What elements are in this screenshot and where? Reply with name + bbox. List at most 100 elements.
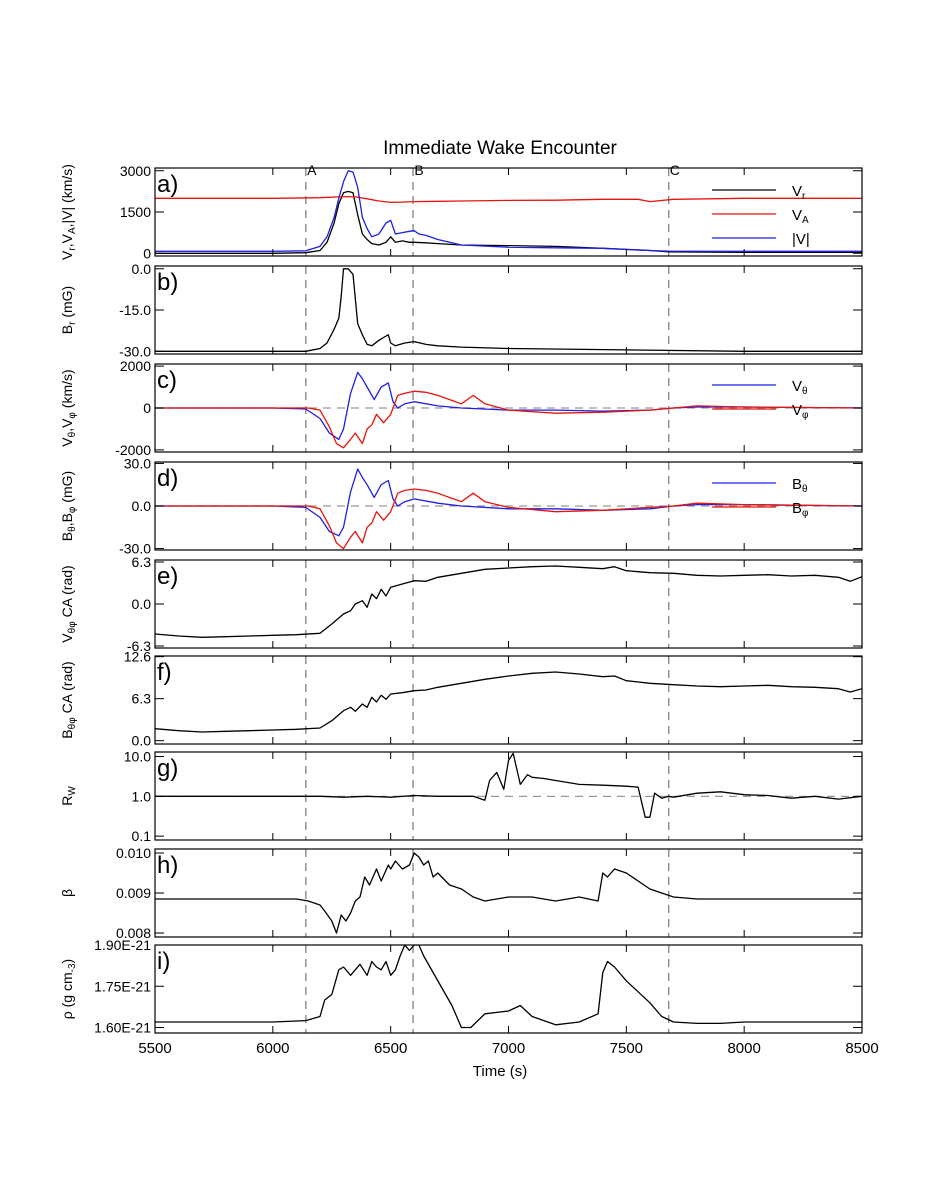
y-tick-label: 1500 xyxy=(120,204,151,220)
y-axis-label: RW xyxy=(59,786,78,806)
y-tick-label: 30.0 xyxy=(124,455,151,471)
panel-frame xyxy=(154,559,863,649)
y-axis-label-part: CA (rad) xyxy=(59,565,75,621)
y-tick-label: 0.0 xyxy=(132,596,152,612)
x-tick-label: 8000 xyxy=(727,1040,760,1057)
y-axis-label-part: θ xyxy=(67,526,78,532)
y-tick-label: 0 xyxy=(143,400,151,416)
panel-label: g) xyxy=(157,755,178,782)
panel-label: f) xyxy=(157,659,172,686)
x-tick-label: 6500 xyxy=(374,1040,407,1057)
series-line-e-0 xyxy=(155,565,862,638)
y-axis-label-part: θφ xyxy=(67,717,78,730)
y-axis-label-part: ρ (g cm xyxy=(59,972,75,1019)
y-tick-label: 0.008 xyxy=(116,925,151,941)
x-axis-label: Time (s) xyxy=(473,1063,527,1080)
y-tick-label: 0.1 xyxy=(132,828,152,844)
legend-label-name: V xyxy=(792,378,802,395)
series-line-i-0 xyxy=(155,945,862,1029)
y-axis-label-part: ,|V| (km/s) xyxy=(59,164,75,227)
y-axis-label-part: (km/s) xyxy=(59,369,75,412)
panel-frame xyxy=(154,167,863,257)
legend-label-name: B xyxy=(792,476,802,493)
series-line-a-0 xyxy=(155,190,862,254)
panel-frame xyxy=(154,265,863,355)
y-axis-label: Bθ,Bφ (mG) xyxy=(59,471,78,541)
y-axis-label-part: (mG) xyxy=(59,286,75,322)
y-tick-label: 0.009 xyxy=(116,885,151,901)
y-tick-label: 3000 xyxy=(120,163,151,179)
y-axis-label: Br (mG) xyxy=(59,286,78,334)
legend-label-sub: θ xyxy=(802,386,808,397)
y-axis-label-part: ,V xyxy=(59,418,75,432)
legend-label-name: V xyxy=(792,207,802,224)
panel-g: 0.1 1.0 10.0 g) RW xyxy=(59,749,863,844)
series-line-h-0 xyxy=(155,852,862,934)
y-axis-label-part: ,B xyxy=(59,513,75,526)
legend-label-name: |V| xyxy=(792,231,810,248)
marker-label-c: C xyxy=(670,162,680,178)
y-axis-label-part: W xyxy=(67,786,78,796)
series-line-a-1 xyxy=(155,195,862,204)
panel-label: d) xyxy=(157,465,178,492)
series-line-a-2 xyxy=(155,170,862,252)
y-axis-label: β xyxy=(59,889,75,897)
y-tick-label: 6.3 xyxy=(132,691,152,707)
y-axis-label-part: V xyxy=(59,437,75,447)
y-axis-label: Vθ,Vφ (km/s) xyxy=(59,369,78,446)
series-line-c-0 xyxy=(155,371,862,441)
y-axis-label-part: θ xyxy=(67,431,78,437)
y-tick-label: -30.0 xyxy=(119,541,151,557)
series-line-d-1 xyxy=(155,488,862,550)
y-axis-label-part: R xyxy=(59,796,75,806)
panel-b: -30.0 -15.0 0.0 b) Br (mG) xyxy=(59,261,863,359)
panel-f: 0.0 6.3 12.6 f) Bθφ CA (rad) xyxy=(59,649,863,749)
y-tick-label: 1.60E-21 xyxy=(94,1020,151,1036)
y-axis-label-part: r xyxy=(67,321,78,325)
x-tick-label: 6000 xyxy=(256,1040,289,1057)
y-tick-label: 1.0 xyxy=(132,788,152,804)
y-tick-label: 0 xyxy=(143,245,151,261)
legend-label: Vθ xyxy=(792,378,808,397)
series-line-g-0 xyxy=(155,752,862,818)
y-tick-label: 10.0 xyxy=(124,749,151,765)
legend-label-name: V xyxy=(792,183,802,200)
series-line-f-0 xyxy=(155,671,862,733)
y-axis-label: Vr,VA,|V| (km/s) xyxy=(59,164,78,260)
x-tick-label: 7000 xyxy=(492,1040,525,1057)
panel-frame xyxy=(154,848,863,938)
y-tick-label: 0.0 xyxy=(132,261,152,277)
y-axis-label-part: B xyxy=(59,729,75,738)
legend-label-sub: A xyxy=(802,215,809,226)
y-axis-label-part: ) xyxy=(59,959,75,964)
legend-label-sub: r xyxy=(802,191,806,202)
y-axis-label-part: V xyxy=(59,633,75,643)
y-axis-label-part: ,V xyxy=(59,233,75,247)
y-axis-label: Vθφ CA (rad) xyxy=(59,565,78,642)
legend-label: Vφ xyxy=(792,402,809,421)
series-line-d-0 xyxy=(155,468,862,537)
chart-title: Immediate Wake Encounter xyxy=(383,138,617,159)
y-axis-label: Bθφ CA (rad) xyxy=(59,661,78,738)
legend-label-name: B xyxy=(792,500,802,517)
legend-label: Bθ xyxy=(792,476,808,495)
panel-i: 1.60E-21 1.75E-21 1.90E-21 i) ρ (g cm-3) xyxy=(59,937,863,1036)
panel-frame xyxy=(154,944,863,1034)
legend-label: Bφ xyxy=(792,500,809,519)
panel-h: 0.008 0.009 0.010 h) β xyxy=(59,845,863,941)
y-axis-label-part: B xyxy=(59,325,75,334)
y-tick-label: -15.0 xyxy=(119,302,151,318)
panel-label: e) xyxy=(157,563,178,590)
y-axis-label-part: r xyxy=(67,247,78,251)
panel-label: h) xyxy=(157,852,178,879)
panel-label: a) xyxy=(157,171,178,198)
y-tick-label: -2000 xyxy=(115,442,151,458)
legend-label: Vr xyxy=(792,183,806,202)
y-tick-label: -6.3 xyxy=(127,638,151,654)
y-tick-label: -30.0 xyxy=(119,343,151,359)
panel-label: i) xyxy=(157,948,170,975)
